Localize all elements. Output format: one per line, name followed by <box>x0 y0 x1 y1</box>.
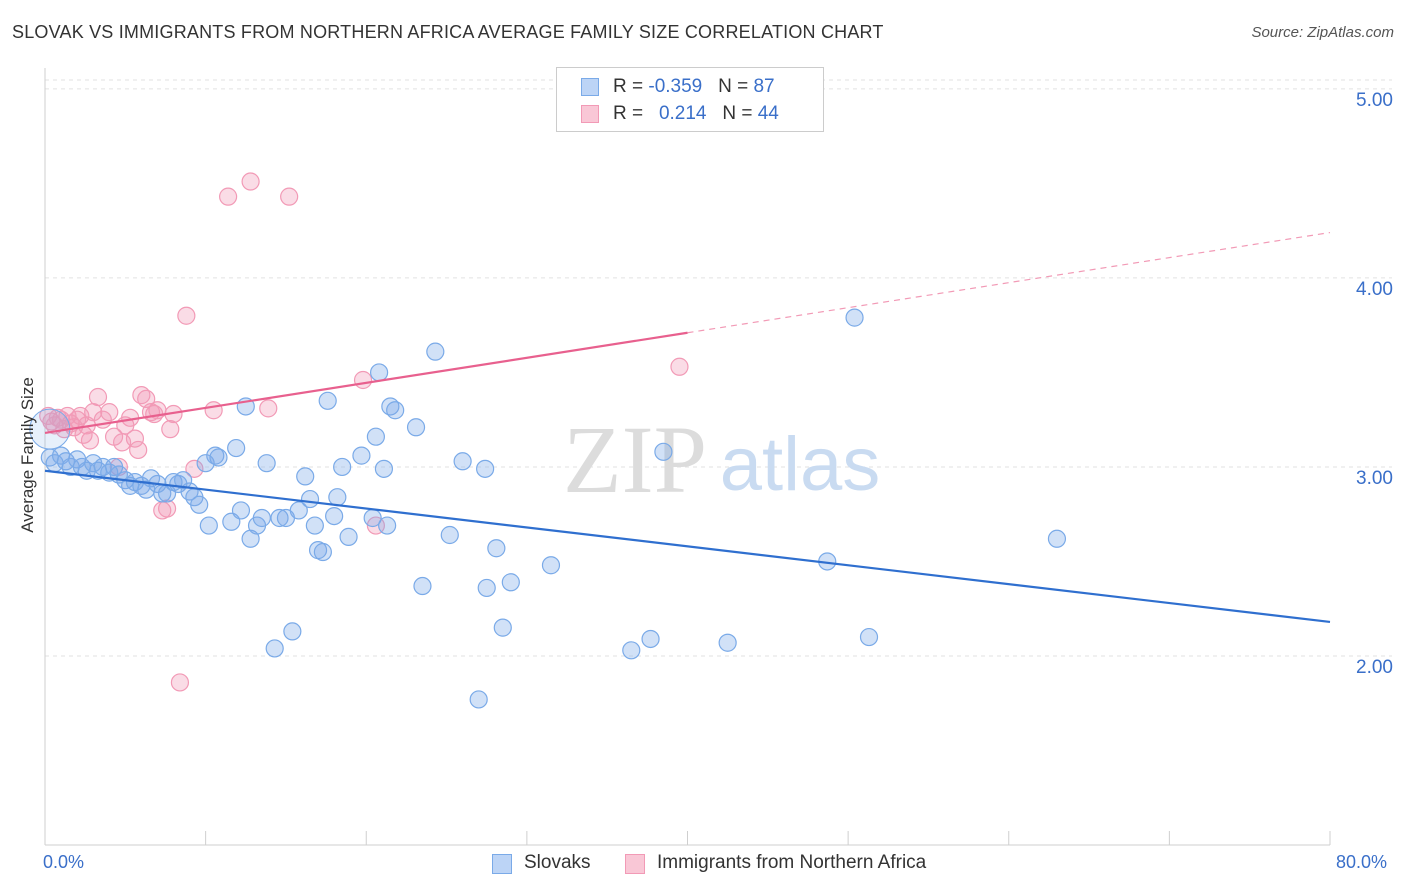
slovaks-point <box>413 576 432 596</box>
slovaks-point <box>56 452 75 471</box>
immigrants-n-value: 44 <box>757 103 779 124</box>
slovaks-point <box>476 459 495 478</box>
slovaks-point <box>541 556 561 575</box>
slovaks-point <box>641 629 660 649</box>
slovaks-point <box>300 489 320 509</box>
immigrants-point <box>219 187 238 206</box>
slovaks-point <box>190 495 209 514</box>
immigrants-point <box>177 306 196 325</box>
stats-legend: R = -0.359 N = 87 R = 0.214 N = 44 <box>556 67 824 132</box>
y-tick-label: 2.00 <box>1356 657 1393 678</box>
chart-source: Source: ZipAtlas.com <box>1251 24 1394 41</box>
slovaks-point <box>493 618 512 637</box>
slovaks-point <box>325 506 344 526</box>
slovaks-point <box>265 639 284 658</box>
slovaks-point <box>313 542 332 562</box>
immigrants-point <box>259 399 278 418</box>
slovaks-point <box>374 459 394 478</box>
immigrants-point <box>280 187 299 206</box>
trend-lines <box>44 231 1331 624</box>
slovaks-point <box>296 467 315 486</box>
immigrants-swatch <box>581 105 599 123</box>
immigrants-point <box>185 459 204 478</box>
slovaks-point <box>252 508 271 528</box>
slovaks-point <box>289 501 308 520</box>
gridlines <box>45 79 1392 657</box>
bottom-immigrants-label: Immigrants from Northern Africa <box>657 852 927 873</box>
slovaks-point <box>231 501 251 520</box>
slovaks-swatch <box>581 78 599 96</box>
immigrants-r-value: 0.214 <box>658 103 707 124</box>
slovaks-point <box>174 471 193 490</box>
y-tick-label: 3.00 <box>1356 468 1393 489</box>
x-tick-label-max: 80.0% <box>1336 852 1388 872</box>
slovaks-n-value: 87 <box>753 76 775 97</box>
watermark-zip: ZIP <box>563 406 707 513</box>
slovaks-point <box>199 516 218 535</box>
immigrants-point <box>100 403 119 422</box>
slovaks-r-value: -0.359 <box>648 76 703 97</box>
slovaks-trend-line <box>44 469 1331 624</box>
slovaks-point <box>426 342 445 361</box>
immigrants-point <box>670 357 689 376</box>
y-tick-label: 4.00 <box>1356 279 1393 300</box>
slovaks-point <box>845 308 864 327</box>
bottom-slovaks-label: Slovaks <box>524 852 591 873</box>
y-tick-labels: 2.00 3.00 4.00 5.00 <box>1356 90 1393 678</box>
immigrants-trend-line <box>44 331 688 435</box>
bottom-slovaks-swatch <box>492 854 512 874</box>
immigrants-point <box>161 420 180 439</box>
watermark: ZIP atlas <box>563 406 880 513</box>
immigrants-stats: R = 0.214 N = 44 <box>613 103 779 124</box>
slovaks-point <box>283 622 302 641</box>
chart-title: SLOVAK VS IMMIGRANTS FROM NORTHERN AFRIC… <box>12 22 884 42</box>
slovaks-point <box>440 525 459 545</box>
slovaks-point <box>453 452 472 471</box>
slovaks-points <box>29 308 1067 709</box>
slovaks-point <box>270 508 289 528</box>
slovaks-point <box>352 446 371 465</box>
slovaks-point <box>469 690 488 709</box>
y-tick-label: 5.00 <box>1356 90 1393 111</box>
slovaks-point <box>487 539 506 558</box>
immigrants-point <box>80 431 100 450</box>
immigrants-point <box>129 440 148 460</box>
immigrants-point <box>241 172 260 191</box>
slovaks-point <box>257 454 276 473</box>
immigrants-point <box>204 401 223 420</box>
slovaks-point <box>378 516 397 535</box>
slovaks-point <box>654 442 673 461</box>
immigrants-trend-line-extrapolated <box>687 231 1331 334</box>
slovaks-point <box>328 488 347 507</box>
immigrants-point <box>157 499 177 518</box>
immigrants-point <box>170 673 190 692</box>
slovaks-point <box>1047 529 1067 548</box>
slovaks-point <box>859 627 879 647</box>
slovaks-point <box>477 578 496 598</box>
slovaks-point <box>339 527 358 546</box>
y-axis-label: Average Family Size <box>18 377 37 533</box>
slovaks-point <box>333 457 352 477</box>
slovaks-point <box>718 633 737 652</box>
immigrants-point <box>125 429 145 448</box>
bottom-immigrants-swatch <box>625 854 645 874</box>
slovaks-point <box>622 641 641 660</box>
slovaks-point <box>305 516 324 535</box>
slovaks-point <box>227 438 246 458</box>
immigrants-point <box>353 370 373 390</box>
slovaks-point <box>406 418 426 437</box>
slovaks-point <box>209 448 228 467</box>
x-tick-label-min: 0.0% <box>43 852 85 872</box>
slovaks-point <box>318 391 337 410</box>
slovaks-stats: R = -0.359 N = 87 <box>613 76 775 97</box>
slovaks-point <box>386 401 405 420</box>
slovaks-point <box>501 573 520 592</box>
immigrants-point <box>88 387 108 407</box>
slovaks-point <box>370 363 389 382</box>
axes <box>44 68 1331 846</box>
watermark-atlas: atlas <box>720 422 881 507</box>
slovaks-point <box>366 427 385 446</box>
slovaks-point <box>206 446 225 465</box>
